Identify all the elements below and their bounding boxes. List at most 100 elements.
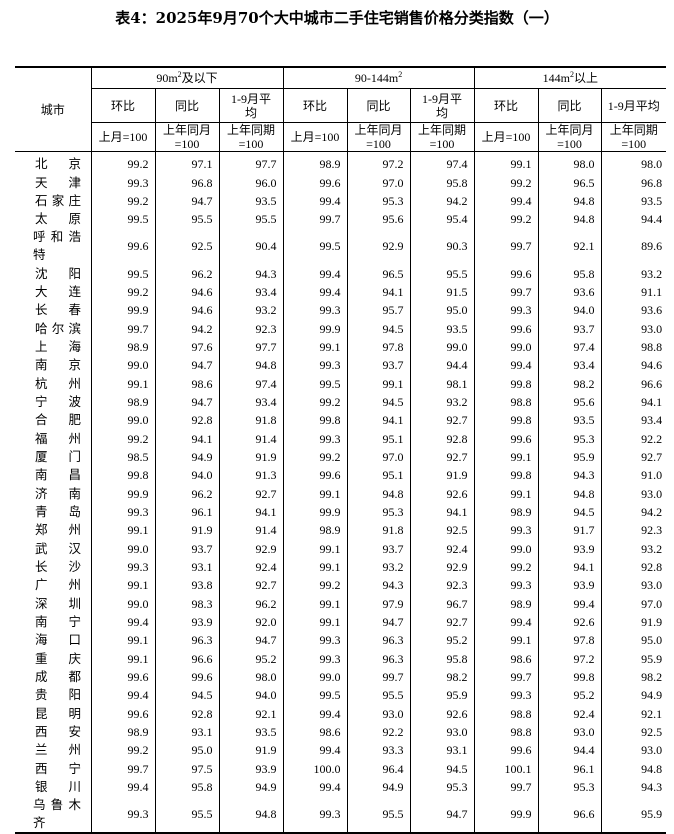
- value-cell: 95.8: [409, 649, 475, 668]
- value-cell: 91.3: [218, 466, 284, 485]
- value-cell: 96.2: [218, 594, 284, 613]
- value-cell: 99.9: [90, 301, 155, 320]
- value-cell: 92.3: [218, 319, 284, 338]
- city-cell: 银川: [15, 778, 91, 796]
- table-row: 南宁 99.4 93.9 92.0 99.1 94.7 92.7 99.4 92.6 91.9: [15, 612, 667, 632]
- value-cell: 99.3: [282, 631, 348, 650]
- city-cell: 南昌: [15, 466, 91, 484]
- value-cell: 94.4: [600, 210, 667, 229]
- sub-header: 同比: [154, 88, 220, 123]
- value-cell: 95.0: [600, 631, 667, 650]
- value-cell: 91.8: [346, 521, 411, 540]
- value-cell: 93.7: [154, 539, 219, 558]
- value-cell: 96.5: [537, 173, 602, 192]
- value-cell: 93.0: [600, 741, 667, 760]
- value-cell: 94.4: [409, 356, 475, 375]
- value-cell: 99.7: [473, 228, 539, 265]
- table-row: 南京 99.0 94.7 94.8 99.3 93.7 94.4 99.4 93.4 94.6: [15, 356, 667, 375]
- value-cell: 99.4: [282, 191, 348, 211]
- value-cell: 92.4: [409, 539, 475, 558]
- value-cell: 99.4: [537, 594, 602, 613]
- city-name: 长沙: [35, 559, 81, 575]
- value-cell: 93.1: [154, 557, 219, 577]
- value-cell: 99.3: [282, 356, 348, 375]
- city-cell: 太原: [15, 210, 91, 228]
- value-cell: 94.8: [537, 484, 602, 503]
- value-cell: 93.9: [154, 612, 219, 632]
- value-cell: 94.0: [154, 466, 219, 485]
- value-cell: 99.2: [473, 173, 539, 192]
- value-cell: 93.9: [218, 759, 284, 778]
- table-row: 昆明 99.6 92.8 92.1 99.4 93.0 92.6 98.8 92.4 92.1: [15, 704, 667, 723]
- value-cell: 94.6: [600, 356, 667, 375]
- value-cell: 98.6: [154, 374, 219, 393]
- value-cell: 99.1: [282, 484, 348, 503]
- value-cell: 91.9: [218, 741, 284, 760]
- value-cell: 95.5: [218, 210, 284, 229]
- value-cell: 92.8: [600, 557, 667, 577]
- value-cell: 99.5: [90, 210, 155, 229]
- city-name: 长春: [35, 302, 81, 318]
- group-sup: 2: [398, 70, 403, 79]
- value-cell: 97.0: [346, 447, 411, 467]
- value-cell: 99.0: [409, 337, 475, 357]
- value-cell: 92.6: [537, 612, 602, 632]
- table-row: 长春 99.9 94.6 93.2 99.3 95.7 95.0 99.3 94.0 93.6: [15, 301, 667, 320]
- value-cell: 93.8: [154, 576, 219, 595]
- table-row: 郑州 99.1 91.9 91.4 98.9 91.8 92.5 99.3 91.7 92.3: [15, 521, 667, 540]
- value-cell: 98.1: [409, 374, 475, 393]
- city-name: 济南: [35, 485, 81, 501]
- value-cell: 93.0: [600, 484, 667, 503]
- table-row: 济南 99.9 96.2 92.7 99.1 94.8 92.6 99.1 94.8 93.0: [15, 484, 667, 503]
- value-cell: 99.1: [473, 484, 539, 503]
- value-cell: 95.5: [154, 796, 219, 834]
- value-cell: 91.0: [600, 466, 667, 485]
- value-cell: 99.3: [90, 557, 155, 577]
- value-cell: 99.6: [473, 264, 539, 283]
- value-cell: 95.9: [409, 686, 475, 705]
- value-cell: 99.1: [282, 337, 348, 357]
- table-row: 北京 99.2 97.1 97.7 98.9 97.2 97.4 99.1 98.0 98.0: [15, 151, 667, 174]
- value-cell: 92.9: [346, 228, 411, 265]
- city-name: 宁波: [35, 393, 81, 409]
- value-cell: 95.1: [346, 429, 411, 448]
- value-cell: 92.3: [409, 576, 475, 595]
- table-row: 福州 99.2 94.1 91.4 99.3 95.1 92.8 99.6 95.3 92.2: [15, 429, 667, 448]
- value-cell: 100.1: [473, 759, 539, 778]
- value-cell: 99.1: [90, 374, 155, 393]
- city-cell: 济南: [15, 485, 91, 503]
- value-cell: 93.0: [537, 722, 602, 742]
- value-cell: 98.6: [473, 649, 539, 668]
- value-cell: 99.3: [282, 429, 348, 448]
- value-cell: 94.5: [409, 759, 475, 778]
- value-cell: 93.6: [537, 282, 602, 302]
- value-cell: 100.0: [282, 759, 348, 778]
- base-header: 上月=100: [90, 122, 156, 152]
- value-cell: 99.3: [282, 301, 348, 320]
- value-cell: 99.4: [473, 191, 539, 211]
- value-cell: 99.1: [90, 631, 155, 650]
- value-cell: 94.3: [537, 466, 602, 485]
- value-cell: 99.5: [282, 374, 348, 393]
- value-cell: 95.8: [409, 173, 475, 192]
- value-cell: 96.1: [154, 502, 219, 522]
- value-cell: 95.5: [346, 686, 411, 705]
- value-cell: 99.2: [90, 429, 155, 448]
- table-row: 太原 99.5 95.5 95.5 99.7 95.6 95.4 99.2 94.8 94.4: [15, 210, 667, 229]
- city-name: 北京: [35, 156, 81, 172]
- value-cell: 91.8: [218, 411, 284, 430]
- value-cell: 94.9: [218, 778, 284, 797]
- value-cell: 99.6: [473, 429, 539, 448]
- group-header: 144m2以上: [473, 66, 667, 89]
- city-cell: 沈阳: [15, 264, 91, 282]
- value-cell: 97.7: [218, 151, 284, 174]
- value-cell: 92.8: [409, 429, 475, 448]
- value-cell: 94.7: [154, 356, 219, 375]
- city-name: 太原: [35, 211, 81, 227]
- value-cell: 91.5: [409, 282, 475, 302]
- value-cell: 99.8: [282, 411, 348, 430]
- value-cell: 99.0: [473, 337, 539, 357]
- value-cell: 99.4: [473, 612, 539, 632]
- value-cell: 99.4: [282, 741, 348, 760]
- table-row: 西宁 99.7 97.5 93.9 100.0 96.4 94.5 100.1 96.1 94.8: [15, 759, 667, 778]
